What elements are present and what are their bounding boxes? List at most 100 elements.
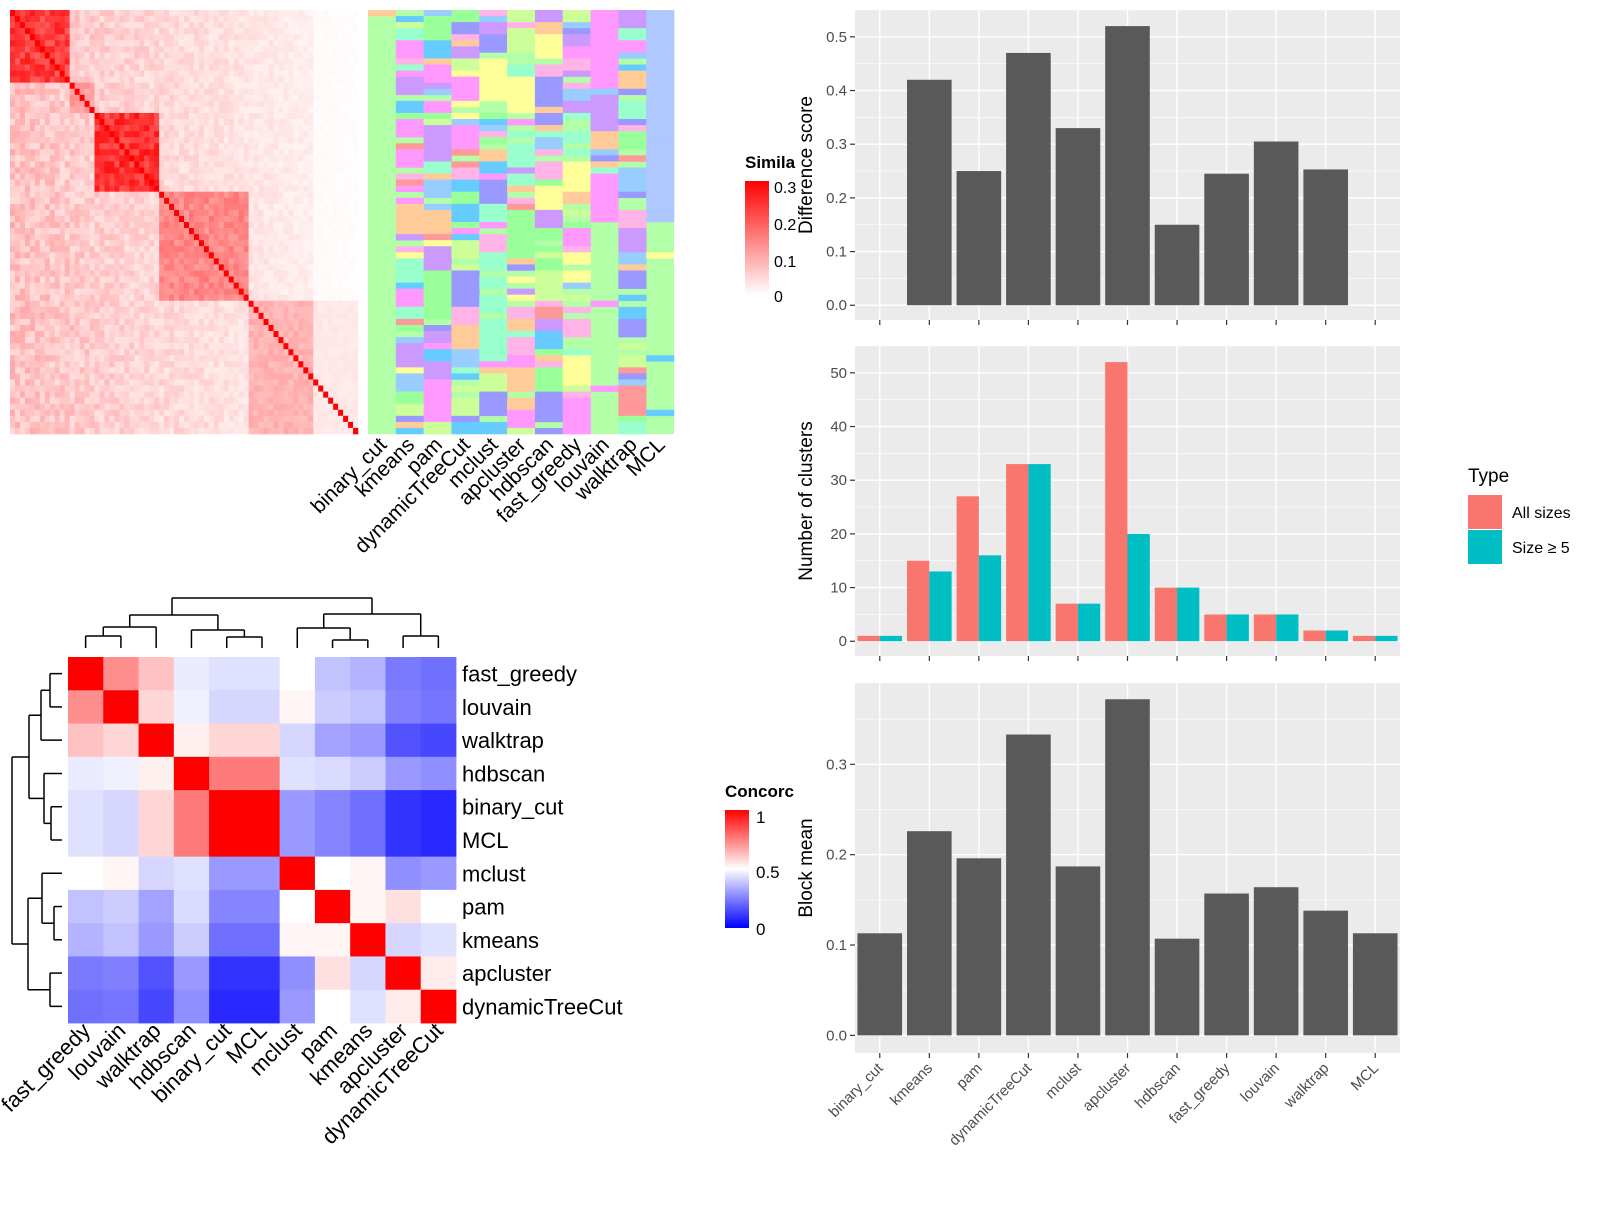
heatmap-cell bbox=[288, 337, 294, 344]
heatmap-cell bbox=[24, 294, 31, 302]
heatmap-cell bbox=[154, 22, 160, 29]
heatmap-cell bbox=[238, 294, 244, 302]
heatmap-cell bbox=[343, 209, 349, 217]
heatmap-cell bbox=[288, 173, 294, 180]
heatmap-cell bbox=[258, 191, 264, 199]
heatmap-cell bbox=[228, 161, 235, 168]
heatmap-cell bbox=[109, 58, 115, 65]
heatmap-cell bbox=[39, 337, 46, 344]
heatmap-cell bbox=[129, 185, 135, 193]
heatmap-cell bbox=[10, 161, 16, 168]
heatmap-cell bbox=[293, 167, 299, 174]
heatmap-cell bbox=[338, 379, 344, 386]
heatmap-cell bbox=[94, 324, 100, 332]
heatmap-cell bbox=[69, 312, 75, 320]
heatmap-cell bbox=[258, 64, 264, 71]
heatmap-cell bbox=[268, 270, 274, 277]
heatmap-cell bbox=[338, 385, 344, 392]
heatmap-cell bbox=[184, 22, 190, 29]
heatmap-cell bbox=[104, 300, 110, 308]
heatmap-cell bbox=[288, 197, 294, 205]
heatmap-cell bbox=[104, 137, 110, 144]
heatmap-cell bbox=[84, 100, 90, 108]
heatmap-cell bbox=[228, 343, 235, 350]
heatmap-cell bbox=[278, 76, 284, 83]
heatmap-cell bbox=[338, 282, 344, 289]
heatmap-cell bbox=[79, 70, 85, 77]
heatmap-cell bbox=[203, 331, 210, 338]
heatmap-cell bbox=[54, 137, 61, 144]
heatmap-cell bbox=[218, 137, 225, 144]
heatmap-cell bbox=[188, 64, 195, 71]
heatmap-cell bbox=[293, 294, 299, 302]
heatmap-cell bbox=[144, 343, 150, 350]
heatmap-cell bbox=[198, 373, 205, 380]
heatmap-cell bbox=[268, 222, 274, 229]
heatmap-cell bbox=[134, 10, 140, 17]
heatmap-cell bbox=[258, 294, 264, 302]
heatmap-cell bbox=[94, 137, 100, 144]
heatmap-cell bbox=[243, 155, 249, 162]
heatmap-cell bbox=[223, 294, 230, 302]
heatmap-cell bbox=[34, 234, 41, 241]
heatmap-cell bbox=[84, 331, 90, 338]
heatmap-cell bbox=[303, 391, 309, 398]
heatmap-cell bbox=[338, 252, 344, 259]
heatmap-cell bbox=[44, 282, 51, 289]
heatmap-cell bbox=[129, 240, 135, 247]
heatmap-cell bbox=[29, 349, 36, 356]
heatmap-cell bbox=[154, 16, 160, 23]
heatmap-cell bbox=[263, 264, 269, 271]
heatmap-cell bbox=[233, 385, 239, 392]
heatmap-cell bbox=[109, 258, 115, 265]
heatmap-cell bbox=[273, 228, 279, 235]
heatmap-cell bbox=[323, 397, 329, 405]
heatmap-cell bbox=[139, 52, 145, 59]
heatmap-cell bbox=[174, 28, 180, 35]
heatmap-cell bbox=[44, 185, 51, 193]
heatmap-cell bbox=[134, 228, 140, 235]
heatmap-cell bbox=[268, 88, 274, 96]
heatmap-cell bbox=[144, 282, 150, 289]
heatmap-cell bbox=[14, 197, 21, 205]
heatmap-cell bbox=[323, 155, 329, 162]
heatmap-cell bbox=[109, 391, 115, 398]
heatmap-cell bbox=[179, 76, 185, 83]
heatmap-cell bbox=[278, 324, 284, 332]
heatmap-cell bbox=[124, 100, 130, 108]
heatmap-cell bbox=[64, 203, 70, 211]
heatmap-cell bbox=[99, 58, 105, 65]
heatmap-cell bbox=[74, 88, 80, 96]
heatmap-cell bbox=[213, 52, 220, 59]
heatmap-cell bbox=[99, 131, 105, 138]
heatmap-cell bbox=[308, 82, 314, 90]
heatmap-cell bbox=[49, 137, 56, 144]
heatmap-cell bbox=[164, 64, 170, 71]
heatmap-cell bbox=[134, 112, 140, 120]
heatmap-cell bbox=[263, 143, 269, 150]
heatmap-cell bbox=[179, 349, 185, 356]
heatmap-cell bbox=[263, 137, 269, 144]
heatmap-cell bbox=[243, 203, 249, 211]
heatmap-cell bbox=[104, 22, 110, 29]
heatmap-cell bbox=[248, 167, 254, 174]
heatmap-cell bbox=[114, 409, 120, 417]
heatmap-cell bbox=[348, 100, 354, 108]
heatmap-cell bbox=[19, 173, 26, 180]
heatmap-cell bbox=[179, 343, 185, 350]
heatmap-cell bbox=[208, 88, 215, 96]
heatmap-cell bbox=[174, 373, 180, 380]
heatmap-cell bbox=[293, 16, 299, 23]
heatmap-cell bbox=[238, 337, 244, 344]
membership-cell bbox=[395, 355, 424, 362]
heatmap-cell bbox=[99, 228, 105, 235]
heatmap-cell bbox=[14, 149, 21, 156]
heatmap-cell bbox=[193, 119, 200, 126]
heatmap-cell bbox=[353, 179, 359, 186]
heatmap-cell bbox=[203, 397, 210, 405]
heatmap-cell bbox=[14, 34, 21, 41]
heatmap-cell bbox=[213, 312, 220, 320]
similarity-heatmap bbox=[10, 10, 359, 435]
heatmap-cell bbox=[164, 415, 170, 423]
heatmap-cell bbox=[233, 234, 239, 241]
